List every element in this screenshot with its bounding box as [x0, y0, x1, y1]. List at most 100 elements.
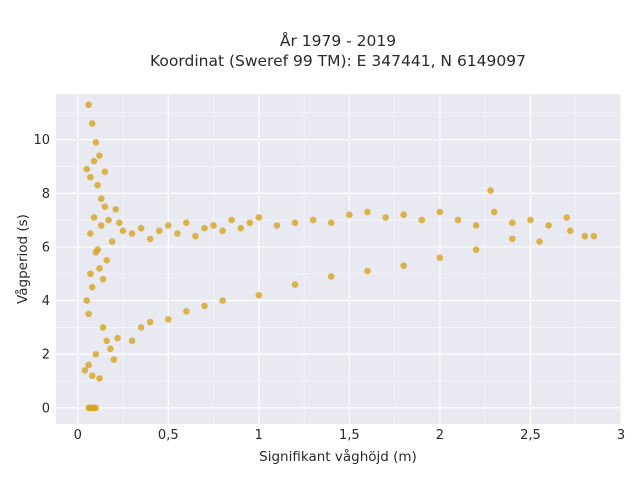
data-point [88, 372, 96, 380]
y-axis-ticks: 0 2 4 6 8 10 [33, 133, 50, 416]
data-point [581, 232, 589, 240]
chart-subtitle: Koordinat (Sweref 99 TM): E 347441, N 61… [150, 52, 526, 70]
x-tick-label: 1 [255, 428, 263, 443]
data-point [201, 302, 208, 310]
data-point [108, 238, 116, 245]
y-tick-label: 0 [42, 401, 50, 416]
data-point [119, 227, 127, 235]
data-point [291, 219, 299, 227]
x-tick-label: 0,5 [158, 428, 179, 443]
data-point [88, 283, 96, 291]
x-tick-label: 1,5 [339, 428, 360, 443]
x-tick-label: 2,5 [520, 428, 541, 443]
x-axis-ticks: 0 0,5 1 1,5 2 2,5 3 [74, 428, 626, 443]
data-point [105, 216, 112, 224]
data-point [327, 219, 335, 227]
data-point [183, 308, 190, 315]
data-point [137, 224, 145, 232]
y-axis-label: Vågperiod (s) [14, 214, 31, 304]
data-point [400, 211, 407, 219]
data-point [509, 219, 516, 227]
data-points [81, 101, 598, 412]
y-tick-label: 10 [33, 133, 50, 148]
data-point [110, 356, 118, 363]
data-point [146, 235, 154, 243]
chart-title: År 1979 - 2019 [280, 31, 396, 50]
data-point [94, 181, 101, 189]
data-point [155, 227, 163, 235]
data-point [164, 316, 172, 323]
data-point [291, 281, 299, 288]
data-point [364, 267, 371, 275]
data-point [92, 350, 100, 358]
data-point [90, 157, 98, 165]
data-point [137, 324, 145, 331]
data-point [590, 232, 598, 240]
data-point [107, 345, 114, 353]
data-point [228, 216, 235, 224]
data-point [128, 337, 136, 345]
data-point [509, 235, 516, 243]
data-point [92, 138, 100, 146]
grid-lines [56, 94, 622, 424]
data-point [99, 324, 107, 331]
data-point [103, 337, 111, 345]
data-point [346, 211, 353, 219]
data-point [174, 230, 181, 237]
plot-background [56, 94, 621, 424]
data-point [472, 246, 480, 253]
data-point [210, 222, 217, 229]
data-point [83, 297, 91, 304]
x-tick-label: 2 [436, 428, 444, 443]
data-point [183, 219, 190, 227]
data-point [246, 219, 254, 227]
x-tick-label: 0 [74, 428, 82, 443]
data-point [309, 216, 317, 224]
data-point [101, 168, 109, 176]
data-point [85, 361, 92, 369]
data-point [563, 214, 570, 221]
y-tick-label: 2 [42, 348, 50, 363]
data-point [114, 334, 121, 342]
data-point [527, 216, 534, 224]
data-point [92, 404, 100, 412]
data-point [382, 214, 389, 221]
x-tick-label: 3 [617, 428, 625, 443]
data-point [96, 265, 103, 272]
y-tick-label: 8 [42, 187, 50, 202]
data-point [400, 262, 407, 270]
data-point [85, 310, 92, 318]
data-point [103, 257, 111, 264]
data-point [219, 227, 226, 235]
data-point [97, 195, 105, 202]
data-point [112, 206, 120, 213]
data-point [96, 152, 103, 160]
data-point [90, 214, 98, 221]
data-point [472, 222, 480, 229]
data-point [99, 275, 107, 283]
data-point [237, 224, 245, 232]
data-point [83, 165, 91, 173]
data-point [116, 219, 123, 227]
data-point [418, 216, 426, 224]
data-point [85, 101, 92, 109]
data-point [436, 208, 444, 216]
y-tick-label: 6 [42, 240, 50, 255]
data-point [146, 318, 154, 326]
data-point [97, 222, 105, 229]
data-point [436, 254, 444, 261]
data-point [87, 173, 94, 181]
data-point [545, 222, 552, 229]
data-point [327, 273, 335, 280]
data-point [128, 230, 136, 237]
data-point [92, 248, 100, 256]
data-point [255, 291, 263, 299]
data-point [87, 230, 94, 237]
data-point [487, 187, 494, 194]
data-point [88, 120, 96, 127]
x-axis-label: Signifikant våghöjd (m) [259, 448, 417, 465]
data-point [454, 216, 462, 224]
data-point [219, 297, 226, 304]
data-point [96, 375, 103, 382]
